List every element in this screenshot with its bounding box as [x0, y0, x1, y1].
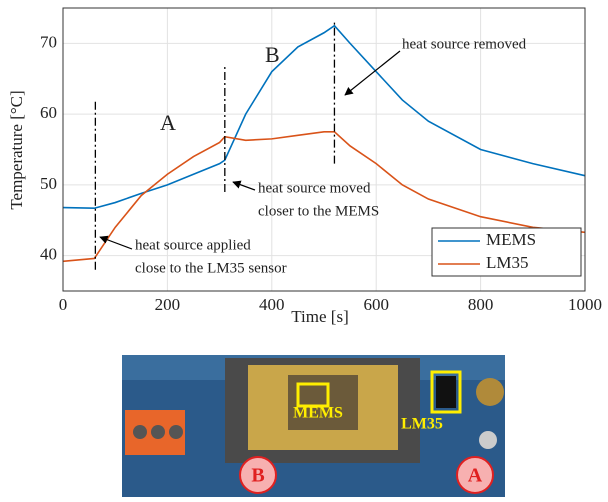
annotation: heat source removed	[402, 36, 527, 52]
x-tick-label: 0	[59, 295, 68, 314]
annotation: heat source applied	[135, 237, 251, 253]
y-tick-label: 70	[40, 32, 57, 51]
x-tick-label: 600	[363, 295, 389, 314]
photo-badge-label: A	[468, 465, 483, 487]
annotation: close to the LM35 sensor	[135, 260, 287, 276]
legend-label: LM35	[486, 253, 529, 272]
x-tick-label: 800	[468, 295, 494, 314]
legend-label: MEMS	[486, 230, 536, 249]
photo: MEMS LM35 B A	[122, 355, 505, 497]
photo-lm35	[436, 376, 456, 408]
figure: Time [s] Temperature [°C] MEMS LM35 B A …	[0, 0, 608, 497]
y-axis-label: Temperature [°C]	[7, 90, 26, 209]
photo-hole	[479, 431, 497, 449]
photo-screw	[151, 425, 165, 439]
y-tick-label: 60	[40, 103, 57, 122]
photo-sma	[476, 378, 504, 406]
page: Time [s] Temperature [°C] MEMS LM35 B A …	[0, 0, 608, 497]
x-tick-label: 400	[259, 295, 285, 314]
photo-label: LM35	[401, 416, 443, 433]
x-tick-label: 1000	[568, 295, 602, 314]
annotation: A	[160, 110, 176, 135]
photo-screw	[169, 425, 183, 439]
annotation: closer to the MEMS	[258, 203, 379, 219]
y-tick-label: 50	[40, 174, 57, 193]
y-tick-label: 40	[40, 245, 57, 264]
photo-label: MEMS	[293, 405, 343, 422]
photo-screw	[133, 425, 147, 439]
x-tick-label: 200	[155, 295, 181, 314]
x-axis-label: Time [s]	[291, 307, 348, 326]
annotation: B	[265, 42, 280, 67]
photo-badge-label: B	[251, 465, 264, 487]
annotation: heat source moved	[258, 180, 371, 196]
